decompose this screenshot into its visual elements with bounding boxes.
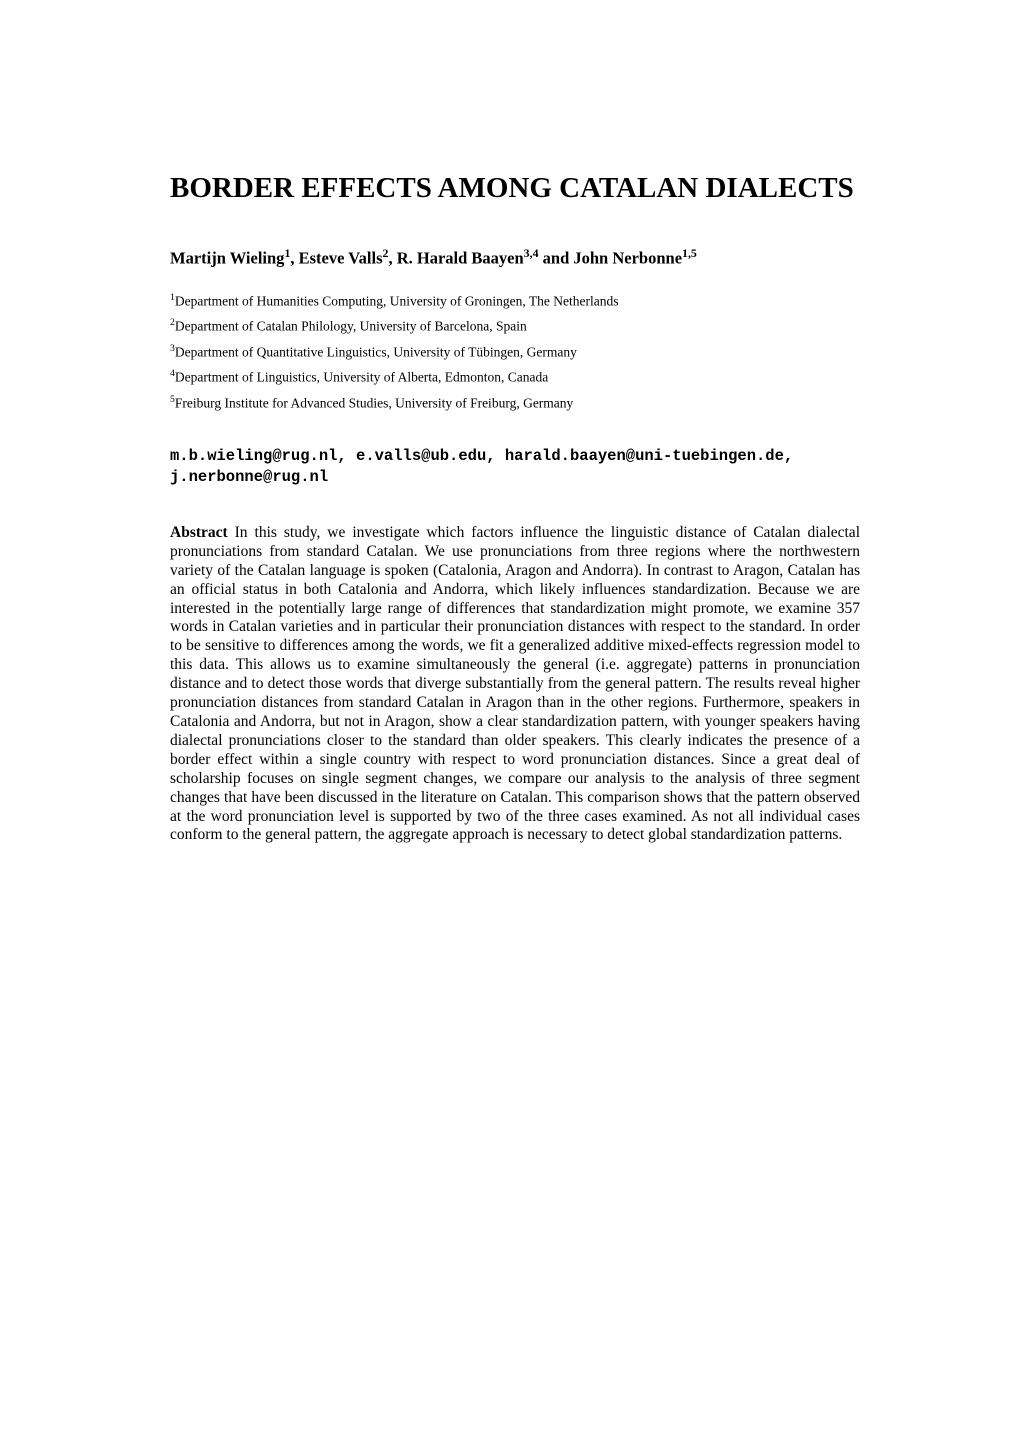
affiliation-text: Freiburg Institute for Advanced Studies,… — [175, 395, 573, 410]
affiliation-item: 5Freiburg Institute for Advanced Studies… — [170, 391, 860, 416]
affiliation-text: Department of Humanities Computing, Univ… — [175, 293, 619, 308]
affiliation-text: Department of Linguistics, University of… — [175, 370, 548, 385]
affiliation-item: 4Department of Linguistics, University o… — [170, 365, 860, 390]
affiliations-block: 1Department of Humanities Computing, Uni… — [170, 289, 860, 416]
authors-line: Martijn Wieling1, Esteve Valls2, R. Hara… — [170, 246, 860, 269]
affiliation-text: Department of Catalan Philology, Univers… — [175, 319, 527, 334]
affiliation-item: 3Department of Quantitative Linguistics,… — [170, 340, 860, 365]
affiliation-item: 1Department of Humanities Computing, Uni… — [170, 289, 860, 314]
abstract-paragraph: Abstract In this study, we investigate w… — [170, 524, 860, 845]
abstract-label: Abstract — [170, 524, 228, 541]
affiliation-text: Department of Quantitative Linguistics, … — [175, 344, 577, 359]
affiliation-item: 2Department of Catalan Philology, Univer… — [170, 314, 860, 339]
paper-title: BORDER EFFECTS AMONG CATALAN DIALECTS — [170, 170, 860, 206]
author-emails: m.b.wieling@rug.nl, e.valls@ub.edu, hara… — [170, 446, 860, 488]
abstract-body: In this study, we investigate which fact… — [170, 524, 860, 844]
